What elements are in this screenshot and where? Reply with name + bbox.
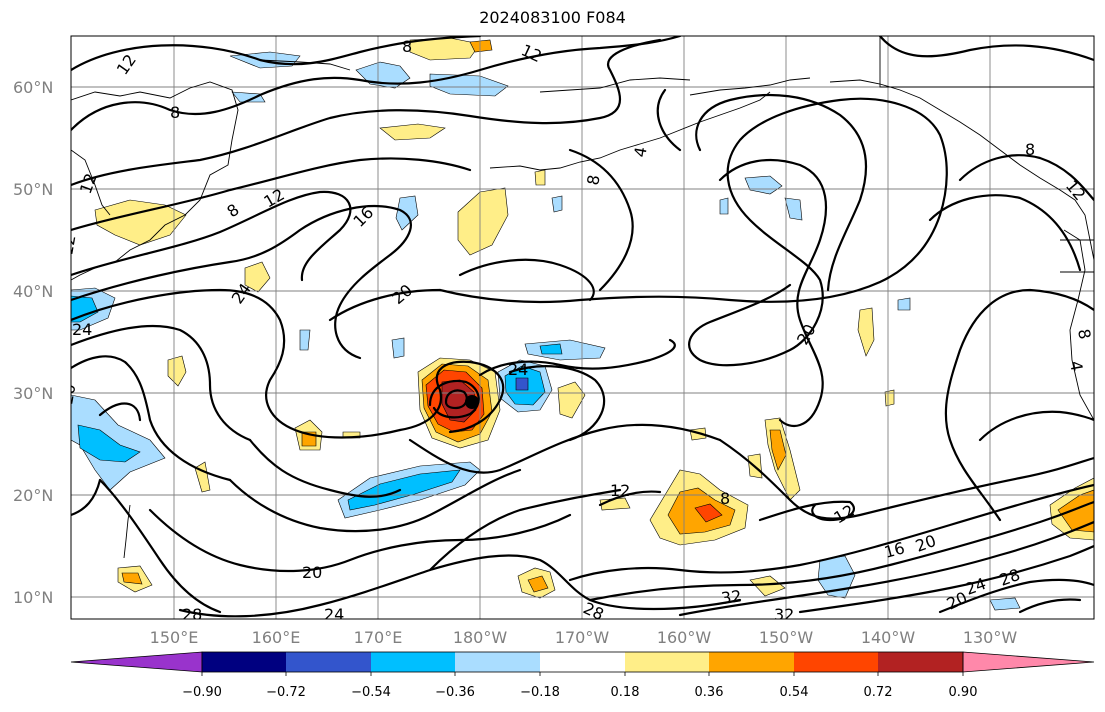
contour-label: 8 [1025, 140, 1035, 159]
lon-label: 160°W [657, 628, 712, 647]
colorbar-cell [878, 652, 963, 672]
colorbar-extend-high [962, 651, 1095, 673]
colorbar-cell [625, 652, 709, 672]
contour-label: 8 [402, 37, 412, 56]
colorbar-tick-label: −0.90 [182, 685, 222, 700]
lon-label: 170°W [555, 628, 610, 647]
contour-label: 32 [720, 586, 743, 608]
colorbar: −0.90 −0.72 −0.54 −0.36 −0.18 0.18 0.36 … [70, 651, 1095, 700]
colorbar-cell [202, 652, 286, 672]
latitude-labels: 60°N 50°N 40°N 30°N 20°N 10°N [13, 78, 53, 607]
colorbar-tick-label: −0.36 [435, 685, 475, 700]
contour-label: 8 [583, 173, 603, 186]
lat-label: 40°N [13, 282, 53, 301]
contour-label: 20 [302, 563, 322, 582]
map-frame [70, 35, 1095, 620]
lat-label: 30°N [13, 384, 53, 403]
contour-label: 24 [72, 320, 92, 339]
lon-label: 160°E [252, 628, 301, 647]
contour-label: 32 [774, 605, 794, 624]
contour-label: 8 [170, 103, 180, 122]
lon-label: 180°W [453, 628, 508, 647]
colorbar-extend-low [70, 651, 203, 673]
contour-label: 24 [508, 360, 528, 379]
lon-label: 150°W [759, 628, 814, 647]
contour-label: 24 [324, 605, 344, 624]
lat-label: 20°N [13, 486, 53, 505]
colorbar-tick-label: −0.54 [351, 685, 391, 700]
lat-label: 60°N [13, 78, 53, 97]
lon-label: 150°E [150, 628, 199, 647]
colorbar-cell [709, 652, 794, 672]
lon-label: 140°W [861, 628, 916, 647]
contour-label: 28 [182, 605, 202, 624]
lat-label: 10°N [13, 588, 53, 607]
longitude-labels: 150°E 160°E 170°E 180°W 170°W 160°W 150°… [150, 628, 1018, 647]
colorbar-cell [540, 652, 625, 672]
coastlines [71, 36, 1094, 559]
contour-label: 16 [882, 538, 907, 562]
contour-label: 8 [1074, 327, 1094, 340]
colorbar-tick-label: 0.90 [949, 685, 978, 700]
colorbar-tick-label: 0.18 [611, 685, 640, 700]
colorbar-cell [794, 652, 878, 672]
contour-label: 20 [57, 382, 79, 405]
contour-label: 4 [1066, 359, 1086, 372]
colorbar-cell [455, 652, 540, 672]
contour-label: 12 [610, 481, 630, 500]
colorbar-cell [371, 652, 455, 672]
map-title: 2024083100 F084 [479, 8, 626, 27]
colorbar-tick-label: −0.18 [520, 685, 560, 700]
lat-label: 50°N [13, 180, 53, 199]
contour-label: 8 [720, 489, 730, 508]
contour-label: 12 [57, 233, 79, 256]
colorbar-tick-label: 0.54 [780, 685, 809, 700]
colorbar-outline [201, 651, 964, 673]
contour-label: 28 [580, 598, 606, 624]
colorbar-tick-label: 0.36 [695, 685, 724, 700]
contours [71, 36, 1094, 618]
colorbar-tick-label: 0.72 [864, 685, 893, 700]
map-panel: 12 8 12 8 12 8 16 12 20 24 24 20 24 20 2… [57, 36, 1094, 624]
colorbar-cell [286, 652, 371, 672]
contour-label: 4 [630, 145, 650, 158]
shaded-fields [71, 37, 1094, 611]
colorbar-tick-label: −0.72 [266, 685, 306, 700]
lon-label: 130°W [963, 628, 1018, 647]
lon-label: 170°E [354, 628, 403, 647]
typhoon-center-marker [465, 395, 479, 409]
